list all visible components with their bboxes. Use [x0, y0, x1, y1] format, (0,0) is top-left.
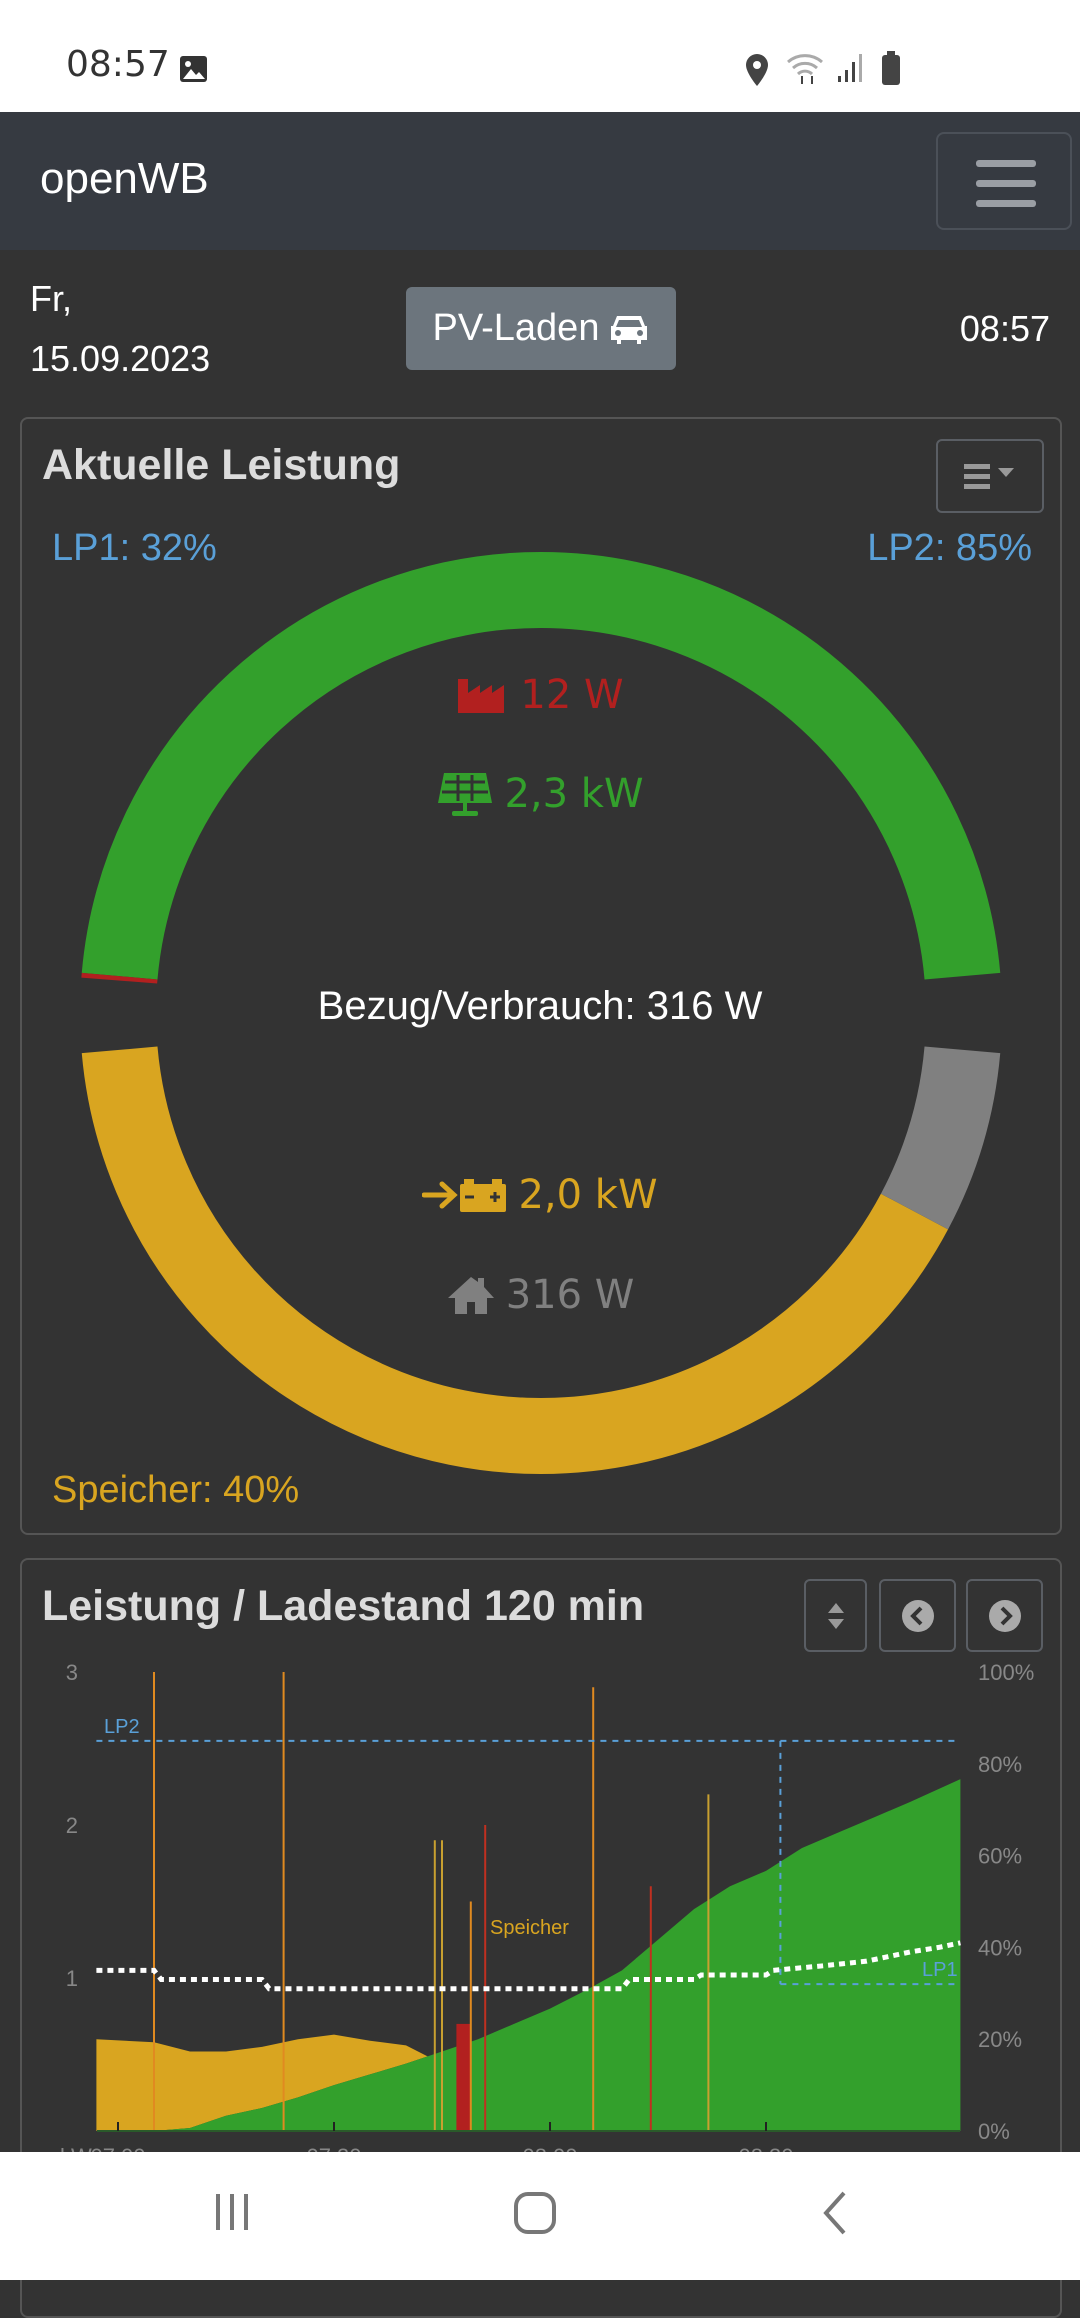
- back-icon[interactable]: [820, 2190, 850, 2236]
- y2-tick-label: 60%: [978, 1844, 1022, 1869]
- y2-tick-label: 80%: [978, 1752, 1022, 1777]
- recent-apps-icon[interactable]: [212, 2192, 252, 2232]
- speicher-annotation: Speicher: [490, 1917, 569, 1939]
- y2-tick-label: 100%: [978, 1660, 1034, 1685]
- evu-area: [456, 2024, 470, 2131]
- lp1-label: LP1: [922, 1959, 958, 1981]
- y2-tick-label: 20%: [978, 2027, 1022, 2052]
- lp2-label: LP2: [104, 1716, 140, 1738]
- y-tick-label: 2: [66, 1813, 78, 1838]
- y-tick-label: 1: [66, 1966, 78, 1991]
- home-icon[interactable]: [512, 2190, 558, 2236]
- y-tick-label: 3: [66, 1660, 78, 1685]
- y2-tick-label: 40%: [978, 1935, 1022, 1960]
- power-chart: LP2LP1Speicher321100%80%60%40%20%0%07:00…: [0, 0, 1080, 2200]
- system-navigation-bar: [0, 2152, 1080, 2280]
- y2-tick-label: 0%: [978, 2119, 1010, 2144]
